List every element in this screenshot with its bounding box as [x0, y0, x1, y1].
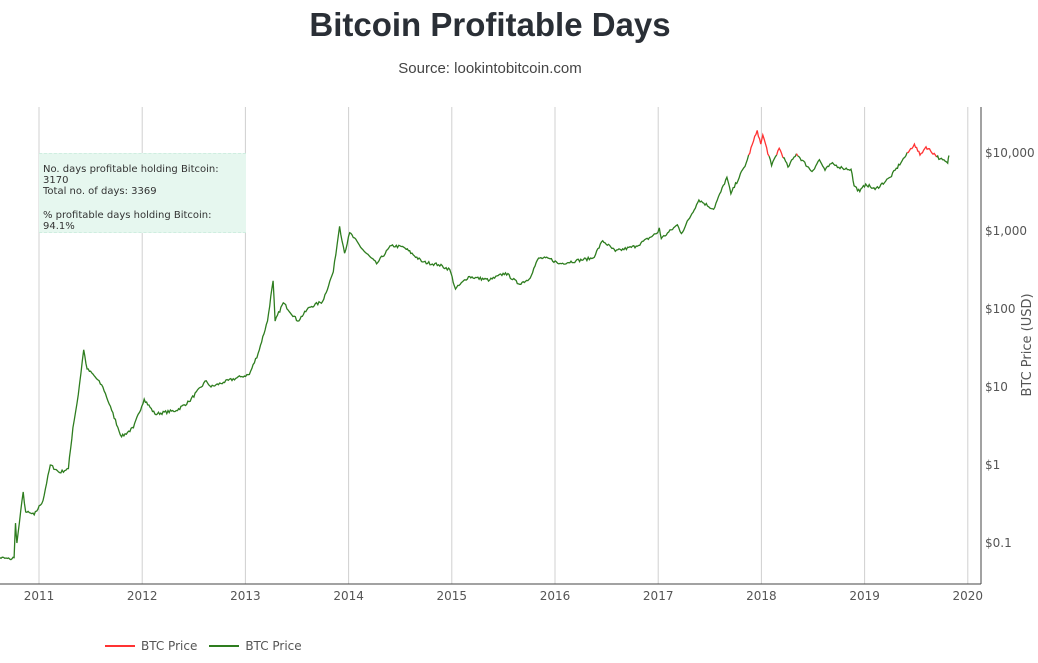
y-tick-label: $0.1: [985, 536, 1012, 550]
profitability-annotation: No. days profitable holding Bitcoin: 317…: [39, 153, 246, 233]
price-line-profitable: [936, 154, 950, 165]
price-line-profitable: [0, 154, 750, 561]
y-tick-label: $1,000: [985, 224, 1027, 238]
price-line-unprofitable: [776, 146, 784, 159]
price-line-profitable: [768, 154, 778, 169]
x-tick-label: 2015: [437, 589, 468, 603]
legend-swatch-red: [105, 645, 135, 647]
x-tick-label: 2017: [643, 589, 674, 603]
y-tick-label: $100: [985, 302, 1016, 316]
price-line-unprofitable: [907, 142, 938, 158]
price-line-profitable: [782, 153, 798, 169]
price-line-profitable: [797, 152, 908, 194]
price-line-unprofitable: [795, 153, 799, 157]
y-tick-label: $10: [985, 380, 1008, 394]
x-tick-label: 2011: [24, 589, 55, 603]
x-tick-label: 2014: [333, 589, 364, 603]
y-axis-label: BTC Price (USD): [1020, 293, 1035, 396]
x-tick-label: 2018: [746, 589, 777, 603]
chart-title: Bitcoin Profitable Days: [309, 6, 671, 43]
x-tick-label: 2016: [540, 589, 571, 603]
legend-label: BTC Price: [245, 639, 302, 653]
chart-subtitle: Source: lookintobitcoin.com: [398, 60, 582, 77]
legend: BTC Price BTC Price: [105, 639, 302, 653]
annotation-total-days: Total no. of days: 3369: [43, 186, 157, 197]
y-tick-label: $1: [985, 458, 1000, 472]
x-tick-label: 2019: [849, 589, 880, 603]
annotation-percent: % profitable days holding Bitcoin: 94.1%: [43, 210, 212, 232]
annotation-profitable-days: No. days profitable holding Bitcoin: 317…: [43, 164, 219, 186]
x-tick-label: 2020: [953, 589, 984, 603]
price-line-unprofitable: [748, 130, 770, 157]
y-tick-label: $10,000: [985, 146, 1035, 160]
x-tick-label: 2012: [127, 589, 158, 603]
legend-item-unprofitable[interactable]: BTC Price: [105, 639, 197, 653]
legend-item-profitable[interactable]: BTC Price: [209, 639, 302, 653]
legend-label: BTC Price: [141, 639, 198, 653]
x-tick-label: 2013: [230, 589, 261, 603]
legend-swatch-green: [209, 645, 240, 647]
